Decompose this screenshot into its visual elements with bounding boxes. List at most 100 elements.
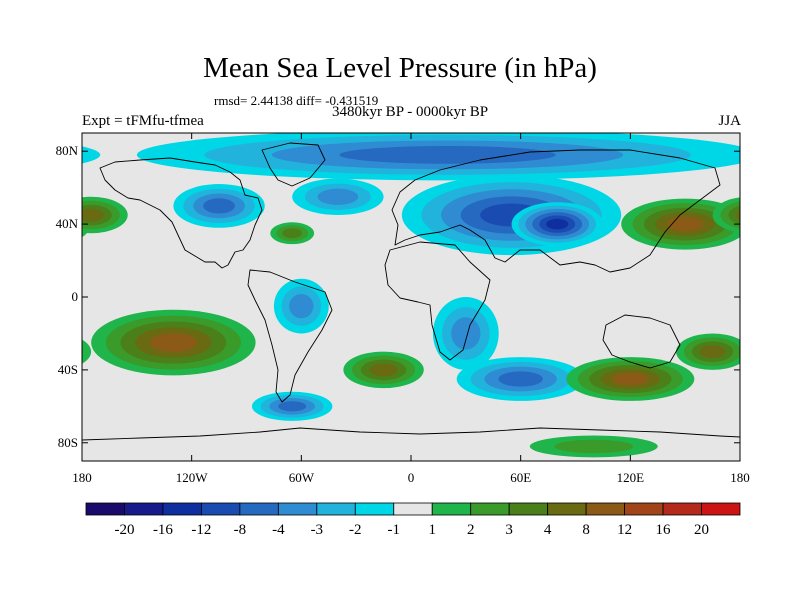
- anomaly-south-indian-high: [566, 357, 695, 401]
- colorbar-swatch: [85, 502, 125, 516]
- experiment-label: Expt = tFMfu-tfmea: [82, 113, 204, 129]
- x-tick-label: 120W: [176, 470, 209, 485]
- colorbar-label: -8: [234, 522, 247, 538]
- anomaly-central-asia-low: [511, 202, 603, 246]
- coast-antarctica: [82, 427, 740, 441]
- colorbar-swatch: [624, 502, 664, 516]
- page-title: Mean Sea Level Pressure (in hPa): [203, 52, 597, 84]
- colorbar-label: 20: [694, 522, 709, 538]
- period-label: 3480kyr BP - 0000kyr BP: [331, 104, 489, 120]
- anomaly-contour: [666, 216, 704, 232]
- anomaly-contour: [149, 333, 197, 352]
- anomaly-southern-africa-low: [432, 297, 499, 370]
- anomaly-contour: [82, 208, 104, 222]
- anomaly-contour: [451, 317, 481, 350]
- y-axis: 80N 40N 0 40S 80S: [56, 143, 740, 450]
- anomaly-contour: [289, 293, 314, 319]
- anomaly-east-pacific-high: [82, 333, 740, 370]
- anomaly-contour: [736, 210, 740, 220]
- anomaly-layer: [82, 133, 740, 458]
- anomaly-contour: [728, 205, 740, 225]
- y-tick-label: 0: [72, 289, 79, 304]
- anomaly-contour: [203, 198, 235, 214]
- colorbar-swatch: [162, 502, 202, 516]
- x-tick-label: 0: [408, 470, 415, 485]
- y-tick-label: 80N: [56, 143, 79, 158]
- anomaly-dateline-high: [82, 196, 740, 234]
- colorbar-swatch: [124, 502, 164, 516]
- anomaly-north-pacific-high: [82, 198, 740, 250]
- anomaly-arctic-low: [82, 133, 740, 181]
- anomaly-indian-ocean-low: [456, 357, 585, 401]
- colorbar-label: 3: [505, 522, 513, 538]
- y-tick-label: 80S: [58, 435, 78, 450]
- anomaly-contour: [339, 145, 556, 164]
- colorbar-label: 8: [582, 522, 590, 538]
- map-background: [82, 133, 740, 461]
- colorbar-swatch: [239, 502, 279, 516]
- colorbar-label: 4: [544, 522, 552, 538]
- colorbar: -20 -16 -12 -8 -4 -3 -2 -1 1 2 3 4 8 12 16 20: [85, 502, 741, 538]
- coast-australia: [602, 314, 681, 369]
- anomaly-contour: [369, 363, 398, 377]
- colorbar-swatch: [431, 502, 472, 516]
- anomaly-north-america-low: [173, 184, 265, 228]
- coast-greenland: [261, 142, 326, 187]
- anomaly-north-atlantic-low: [292, 178, 384, 215]
- colorbar-swatch: [585, 502, 625, 516]
- colorbar-label: 1: [428, 522, 436, 538]
- colorbar-swatch: [470, 502, 510, 516]
- stats-label: rmsd= 2.44138 diff= -0.431519: [214, 93, 379, 108]
- colorbar-label: 2: [467, 522, 475, 538]
- y-tick-label: 40S: [58, 362, 78, 377]
- coast-north-america: [99, 157, 263, 269]
- x-tick-label: 180: [72, 470, 92, 485]
- anomaly-contour: [554, 439, 634, 454]
- colorbar-swatch: [354, 502, 395, 516]
- anomaly-contour: [82, 339, 92, 364]
- colorbar-label: -1: [388, 522, 401, 538]
- x-tick-label: 180: [730, 470, 750, 485]
- anomaly-contour: [498, 371, 543, 387]
- anomaly-contour: [699, 345, 726, 359]
- colorbar-swatch: [277, 502, 318, 516]
- anomaly-contour: [82, 146, 101, 164]
- season-label: JJA: [718, 113, 741, 129]
- anomaly-patagonia-low: [251, 391, 333, 421]
- colorbar-label: -4: [272, 522, 285, 538]
- coast-africa: [384, 241, 491, 361]
- anomaly-contour: [278, 401, 307, 412]
- colorbar-label: -3: [311, 522, 324, 538]
- y-tick-label: 40N: [56, 216, 79, 231]
- coast-eurasia: [391, 149, 721, 273]
- colorbar-label: -20: [114, 522, 134, 538]
- anomaly-south-atlantic-high: [343, 351, 424, 389]
- colorbar-label: 12: [617, 522, 632, 538]
- anomaly-gulf-high: [270, 222, 315, 245]
- anomaly-contour: [612, 372, 649, 386]
- x-tick-label: 60E: [510, 470, 531, 485]
- anomaly-contour: [317, 188, 359, 205]
- anomaly-contour: [282, 228, 302, 239]
- x-tick-label: 60W: [289, 470, 315, 485]
- anomaly-contour: [546, 218, 569, 230]
- colorbar-label: -2: [349, 522, 362, 538]
- anomaly-south-america-low: [273, 278, 329, 334]
- colorbar-swatch: [662, 502, 702, 516]
- colorbar-swatch: [547, 502, 587, 516]
- anomaly-south-pacific-high: [91, 309, 256, 376]
- colorbar-label: 16: [656, 522, 672, 538]
- colorbar-swatch: [201, 502, 241, 516]
- colorbar-label: -12: [191, 522, 211, 538]
- x-axis: 180 120W 60W 0 60E 120E 180: [72, 133, 750, 485]
- colorbar-swatch: [316, 502, 356, 516]
- colorbar-swatch: [701, 502, 741, 516]
- colorbar-swatch: [393, 502, 433, 516]
- colorbar-swatch: [508, 502, 549, 516]
- x-tick-label: 120E: [617, 470, 645, 485]
- coast-south-america: [247, 269, 333, 403]
- coastline-layer: [82, 142, 740, 441]
- colorbar-label: -16: [153, 522, 173, 538]
- anomaly-antarctic-high: [529, 435, 658, 458]
